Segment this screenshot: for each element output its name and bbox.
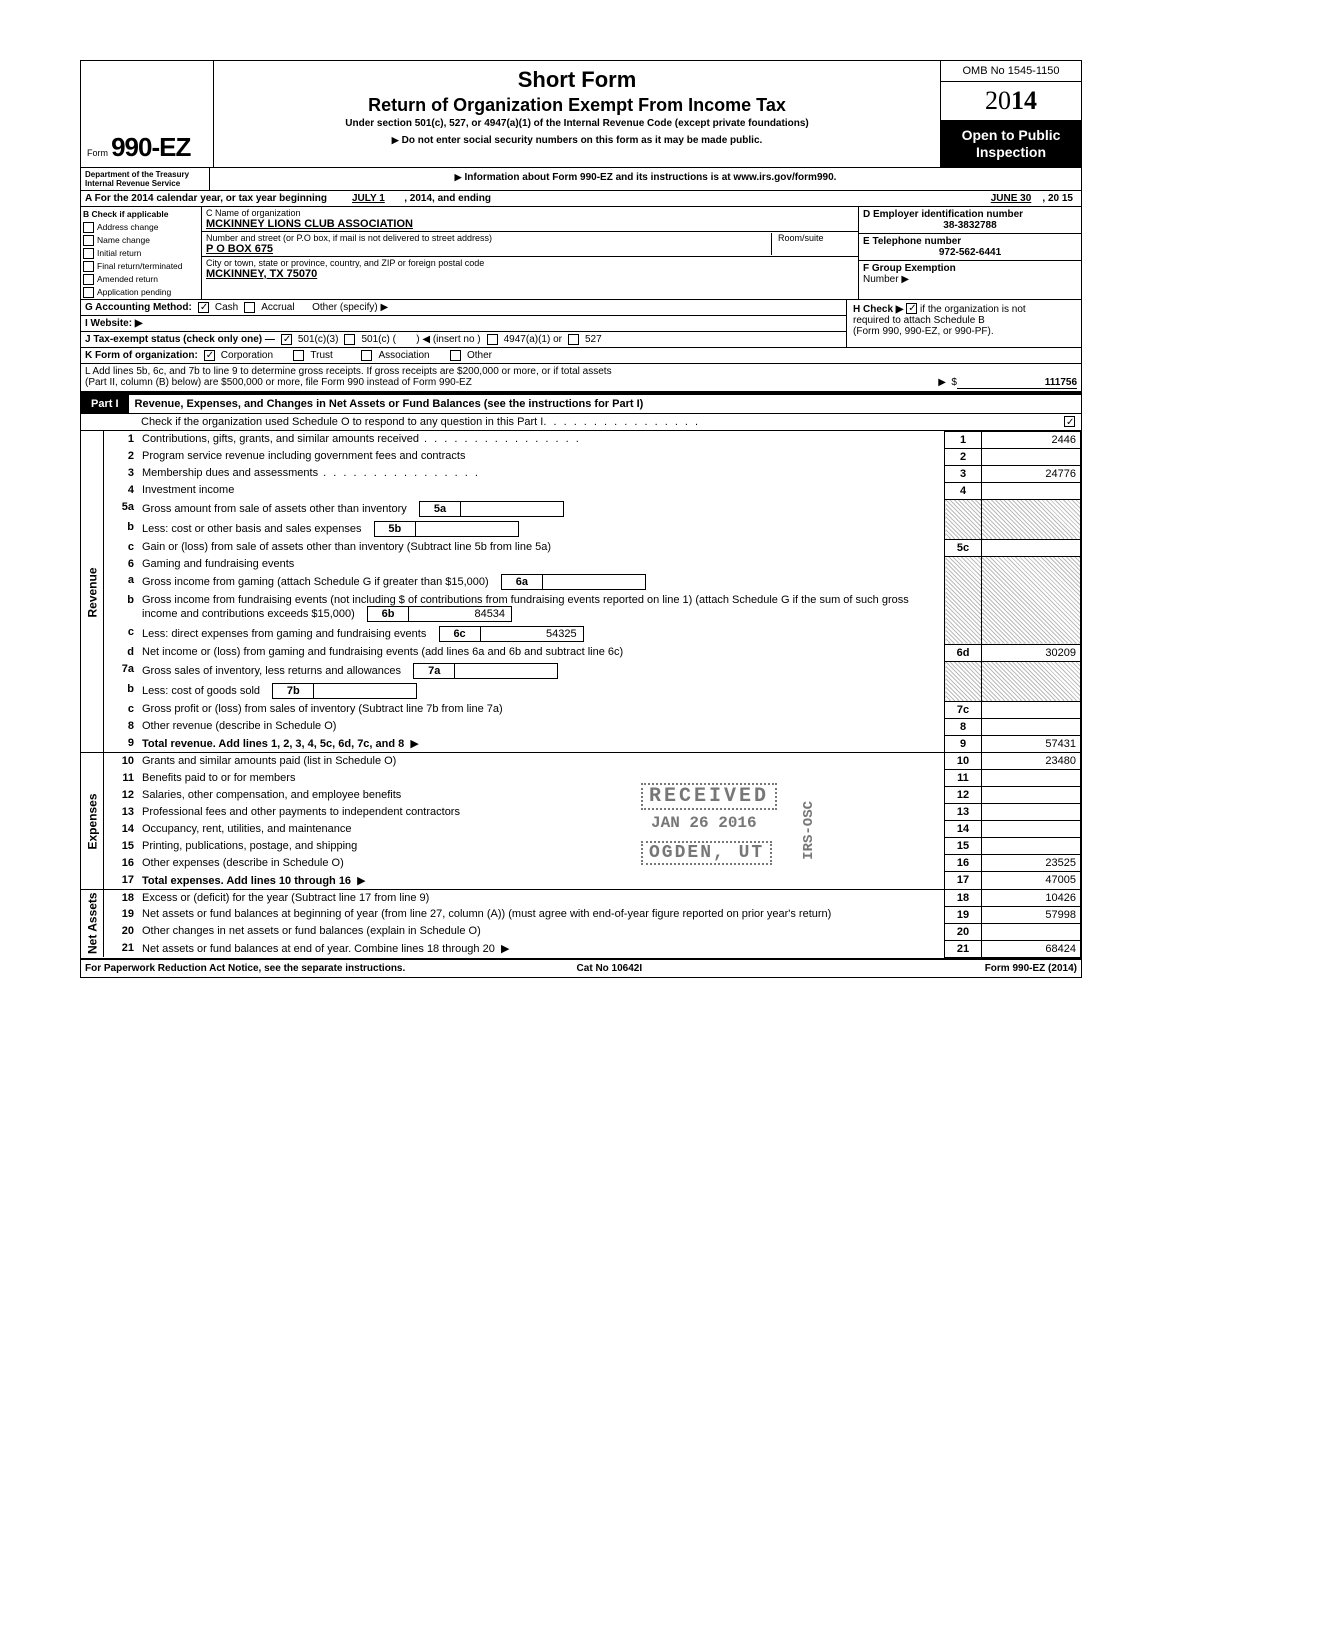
val-line18: 10426 — [982, 889, 1081, 906]
row-a-tax-year: A For the 2014 calendar year, or tax yea… — [81, 191, 1081, 207]
note-ssn: Do not enter social security numbers on … — [222, 135, 932, 146]
title-cell: Short Form Return of Organization Exempt… — [214, 61, 940, 167]
row-l-gross-receipts: L Add lines 5b, 6c, and 7b to line 9 to … — [81, 364, 1081, 393]
part1-label: Part I — [81, 395, 129, 413]
row-g-accounting: G Accounting Method: Cash Accrual Other … — [81, 300, 846, 316]
check-501c[interactable] — [344, 334, 355, 345]
val-line10: 23480 — [982, 753, 1081, 770]
check-527[interactable] — [568, 334, 579, 345]
val-line1: 2446 — [982, 431, 1081, 448]
check-final-return[interactable] — [83, 261, 94, 272]
footer-right: Form 990-EZ (2014) — [985, 963, 1077, 974]
val-line6b: 84534 — [409, 607, 511, 621]
section-b-checks: B Check if applicable Address change Nam… — [81, 207, 202, 299]
row-i-website: I Website: ▶ — [81, 316, 846, 332]
part1-table: Revenue 1Contributions, gifts, grants, a… — [81, 431, 1081, 958]
val-line6c: 54325 — [481, 627, 583, 641]
check-schedule-b[interactable] — [906, 303, 917, 314]
section-c-org: C Name of organizationMCKINNEY LIONS CLU… — [202, 207, 858, 299]
check-schedule-o[interactable] — [1064, 416, 1075, 427]
check-accrual[interactable] — [244, 302, 255, 313]
check-initial-return[interactable] — [83, 248, 94, 259]
section-h: H Check ▶ if the organization is not req… — [846, 300, 1081, 347]
check-name-change[interactable] — [83, 235, 94, 246]
form-number-cell: Form 990-EZ — [81, 61, 214, 167]
section-def: D Employer identification number38-38327… — [858, 207, 1081, 299]
check-trust[interactable] — [293, 350, 304, 361]
check-cash[interactable] — [198, 302, 209, 313]
info-link: Information about Form 990-EZ and its in… — [210, 168, 1081, 190]
check-address-change[interactable] — [83, 222, 94, 233]
val-line5c — [982, 539, 1081, 556]
org-name: MCKINNEY LIONS CLUB ASSOCIATION — [206, 218, 413, 230]
val-line21: 68424 — [982, 940, 1081, 957]
footer-row: For Paperwork Reduction Act Notice, see … — [81, 958, 1081, 977]
year-begin: JULY 1 — [352, 193, 385, 204]
subtitle: Under section 501(c), 527, or 4947(a)(1)… — [222, 118, 932, 129]
check-amended-return[interactable] — [83, 274, 94, 285]
year-end: JUNE 30 — [991, 193, 1032, 204]
side-label-net-assets: Net Assets — [81, 889, 104, 957]
check-501c3[interactable] — [281, 334, 292, 345]
val-line19: 57998 — [982, 906, 1081, 923]
footer-cat-no: Cat No 10642I — [577, 963, 643, 974]
gross-receipts-amount: 111756 — [957, 377, 1077, 389]
org-address: P O BOX 675 — [206, 243, 273, 255]
val-line6d: 30209 — [982, 644, 1081, 661]
val-line8 — [982, 718, 1081, 735]
omb-number: OMB No 1545-1150 — [941, 61, 1081, 82]
title-short-form: Short Form — [222, 67, 932, 93]
val-line4 — [982, 482, 1081, 499]
right-header-cell: OMB No 1545-1150 2014 Open to PublicInsp… — [940, 61, 1081, 167]
val-line9: 57431 — [982, 735, 1081, 753]
check-association[interactable] — [361, 350, 372, 361]
check-other-org[interactable] — [450, 350, 461, 361]
check-corporation[interactable] — [204, 350, 215, 361]
val-line2 — [982, 448, 1081, 465]
phone: 972-562-6441 — [863, 247, 1077, 258]
form-word: Form — [87, 148, 108, 158]
title-return: Return of Organization Exempt From Incom… — [222, 95, 932, 116]
val-line16: 23525 — [982, 855, 1081, 872]
part1-header: Part I Revenue, Expenses, and Changes in… — [81, 393, 1081, 414]
check-4947[interactable] — [487, 334, 498, 345]
schedule-o-check-row: Check if the organization used Schedule … — [81, 414, 1081, 431]
row-j-tax-exempt: J Tax-exempt status (check only one) — 5… — [81, 332, 846, 347]
val-line3: 24776 — [982, 465, 1081, 482]
tax-year: 2014 — [941, 82, 1081, 121]
header-row: Form 990-EZ Short Form Return of Organiz… — [81, 61, 1081, 168]
form-990ez: Form 990-EZ Short Form Return of Organiz… — [80, 60, 1082, 978]
footer-left: For Paperwork Reduction Act Notice, see … — [85, 963, 405, 974]
val-line7c — [982, 701, 1081, 718]
org-city: MCKINNEY, TX 75070 — [206, 268, 317, 280]
val-line17: 47005 — [982, 872, 1081, 890]
open-to-public: Open to PublicInspection — [941, 121, 1081, 167]
block-bcdef: B Check if applicable Address change Nam… — [81, 207, 1081, 300]
form-number: 990-EZ — [111, 132, 190, 162]
ein: 38-3832788 — [863, 220, 1077, 231]
side-label-expenses: Expenses — [81, 753, 104, 890]
dept-row: Department of the Treasury Internal Reve… — [81, 168, 1081, 191]
row-k-form-org: K Form of organization: Corporation Trus… — [81, 348, 1081, 364]
dept-cell: Department of the Treasury Internal Reve… — [81, 168, 210, 190]
check-application-pending[interactable] — [83, 287, 94, 298]
side-label-revenue: Revenue — [81, 431, 104, 753]
part1-title: Revenue, Expenses, and Changes in Net As… — [129, 396, 1081, 412]
